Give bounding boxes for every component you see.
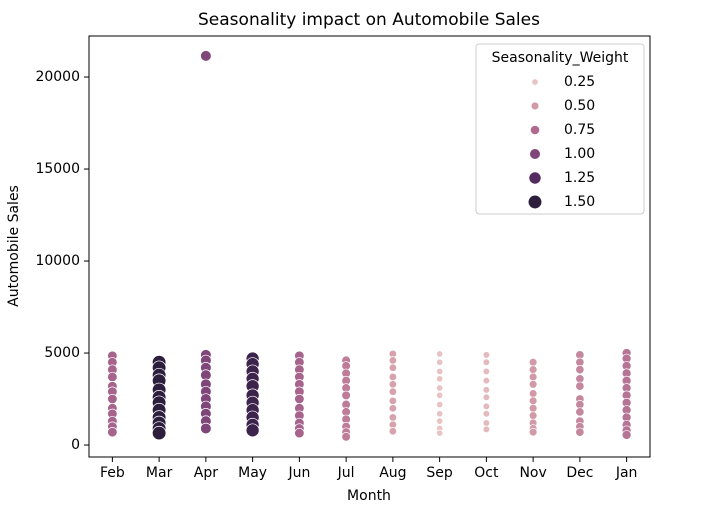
point	[388, 404, 398, 413]
point	[482, 358, 491, 366]
point	[482, 351, 491, 359]
point	[388, 363, 398, 372]
legend-label: 1.50	[564, 194, 595, 210]
x-tick-label: Mar	[146, 465, 173, 481]
y-tick-label: 5000	[44, 345, 80, 361]
point	[482, 367, 491, 376]
y-tick-label: 0	[71, 437, 80, 453]
point	[482, 419, 491, 427]
point	[575, 407, 585, 417]
point	[341, 390, 351, 401]
legend-label: 0.25	[564, 74, 595, 90]
point	[528, 389, 538, 398]
point	[436, 410, 444, 418]
point	[200, 50, 212, 62]
x-tick-label: May	[238, 465, 267, 481]
point	[528, 411, 538, 420]
x-tick-label: Jun	[287, 465, 310, 481]
point	[482, 402, 491, 411]
y-tick-label: 10000	[35, 253, 80, 269]
y-tick-label: 15000	[35, 161, 80, 177]
legend-label: 0.75	[564, 122, 595, 138]
x-tick-label: Feb	[100, 465, 125, 481]
point	[388, 387, 398, 396]
point	[528, 427, 538, 437]
point	[575, 427, 585, 437]
point	[482, 393, 491, 401]
point	[388, 413, 398, 422]
legend-marker	[530, 101, 540, 111]
x-tick-label: Jul	[337, 465, 355, 481]
point	[436, 358, 444, 366]
point	[107, 393, 118, 405]
point	[436, 417, 444, 425]
point	[528, 380, 538, 389]
point	[528, 396, 538, 406]
legend-label: 1.25	[564, 170, 595, 186]
x-tick-label: Oct	[474, 465, 499, 481]
legend-marker	[527, 194, 543, 210]
point	[528, 372, 538, 382]
legend-label: 1.00	[564, 146, 595, 162]
point	[482, 425, 491, 434]
legend-marker	[529, 148, 541, 160]
x-axis-label: Month	[347, 488, 391, 504]
point	[388, 380, 398, 389]
point	[388, 356, 398, 365]
x-tick-label: Dec	[566, 465, 593, 481]
point	[528, 357, 538, 367]
point	[575, 381, 585, 391]
point	[151, 425, 167, 441]
x-tick-label: Sep	[426, 465, 453, 481]
point	[341, 432, 351, 442]
plot-frame	[88, 35, 651, 458]
legend-title: Seasonality_Weight	[492, 50, 629, 66]
point	[388, 396, 398, 406]
point	[436, 391, 444, 399]
legend-box	[475, 43, 645, 215]
point	[436, 375, 444, 383]
point	[107, 371, 118, 383]
point	[245, 423, 260, 438]
legend-marker	[530, 125, 540, 135]
chart-title: Seasonality impact on Automobile Sales	[198, 10, 540, 30]
point	[294, 427, 305, 439]
y-axis-label: Automobile Sales	[6, 185, 22, 307]
point	[482, 376, 491, 385]
point	[482, 386, 491, 394]
point	[388, 372, 398, 382]
x-tick-label: Apr	[194, 465, 218, 481]
x-tick-label: Aug	[379, 465, 406, 481]
point	[528, 403, 538, 413]
legend-marker	[528, 171, 542, 185]
point	[436, 384, 444, 392]
point	[436, 350, 444, 358]
x-tick-label: Nov	[519, 465, 546, 481]
point	[528, 365, 538, 374]
x-tick-label: Jan	[615, 465, 638, 481]
point	[621, 430, 632, 440]
point	[575, 365, 585, 375]
point	[200, 422, 212, 435]
point	[294, 393, 305, 405]
point	[482, 410, 491, 418]
point	[436, 401, 444, 409]
point	[388, 427, 398, 436]
legend-label: 0.50	[564, 98, 595, 114]
point	[436, 367, 444, 375]
point	[436, 429, 444, 437]
legend-marker	[531, 78, 539, 86]
y-tick-label: 20000	[35, 69, 80, 85]
point	[107, 427, 118, 438]
